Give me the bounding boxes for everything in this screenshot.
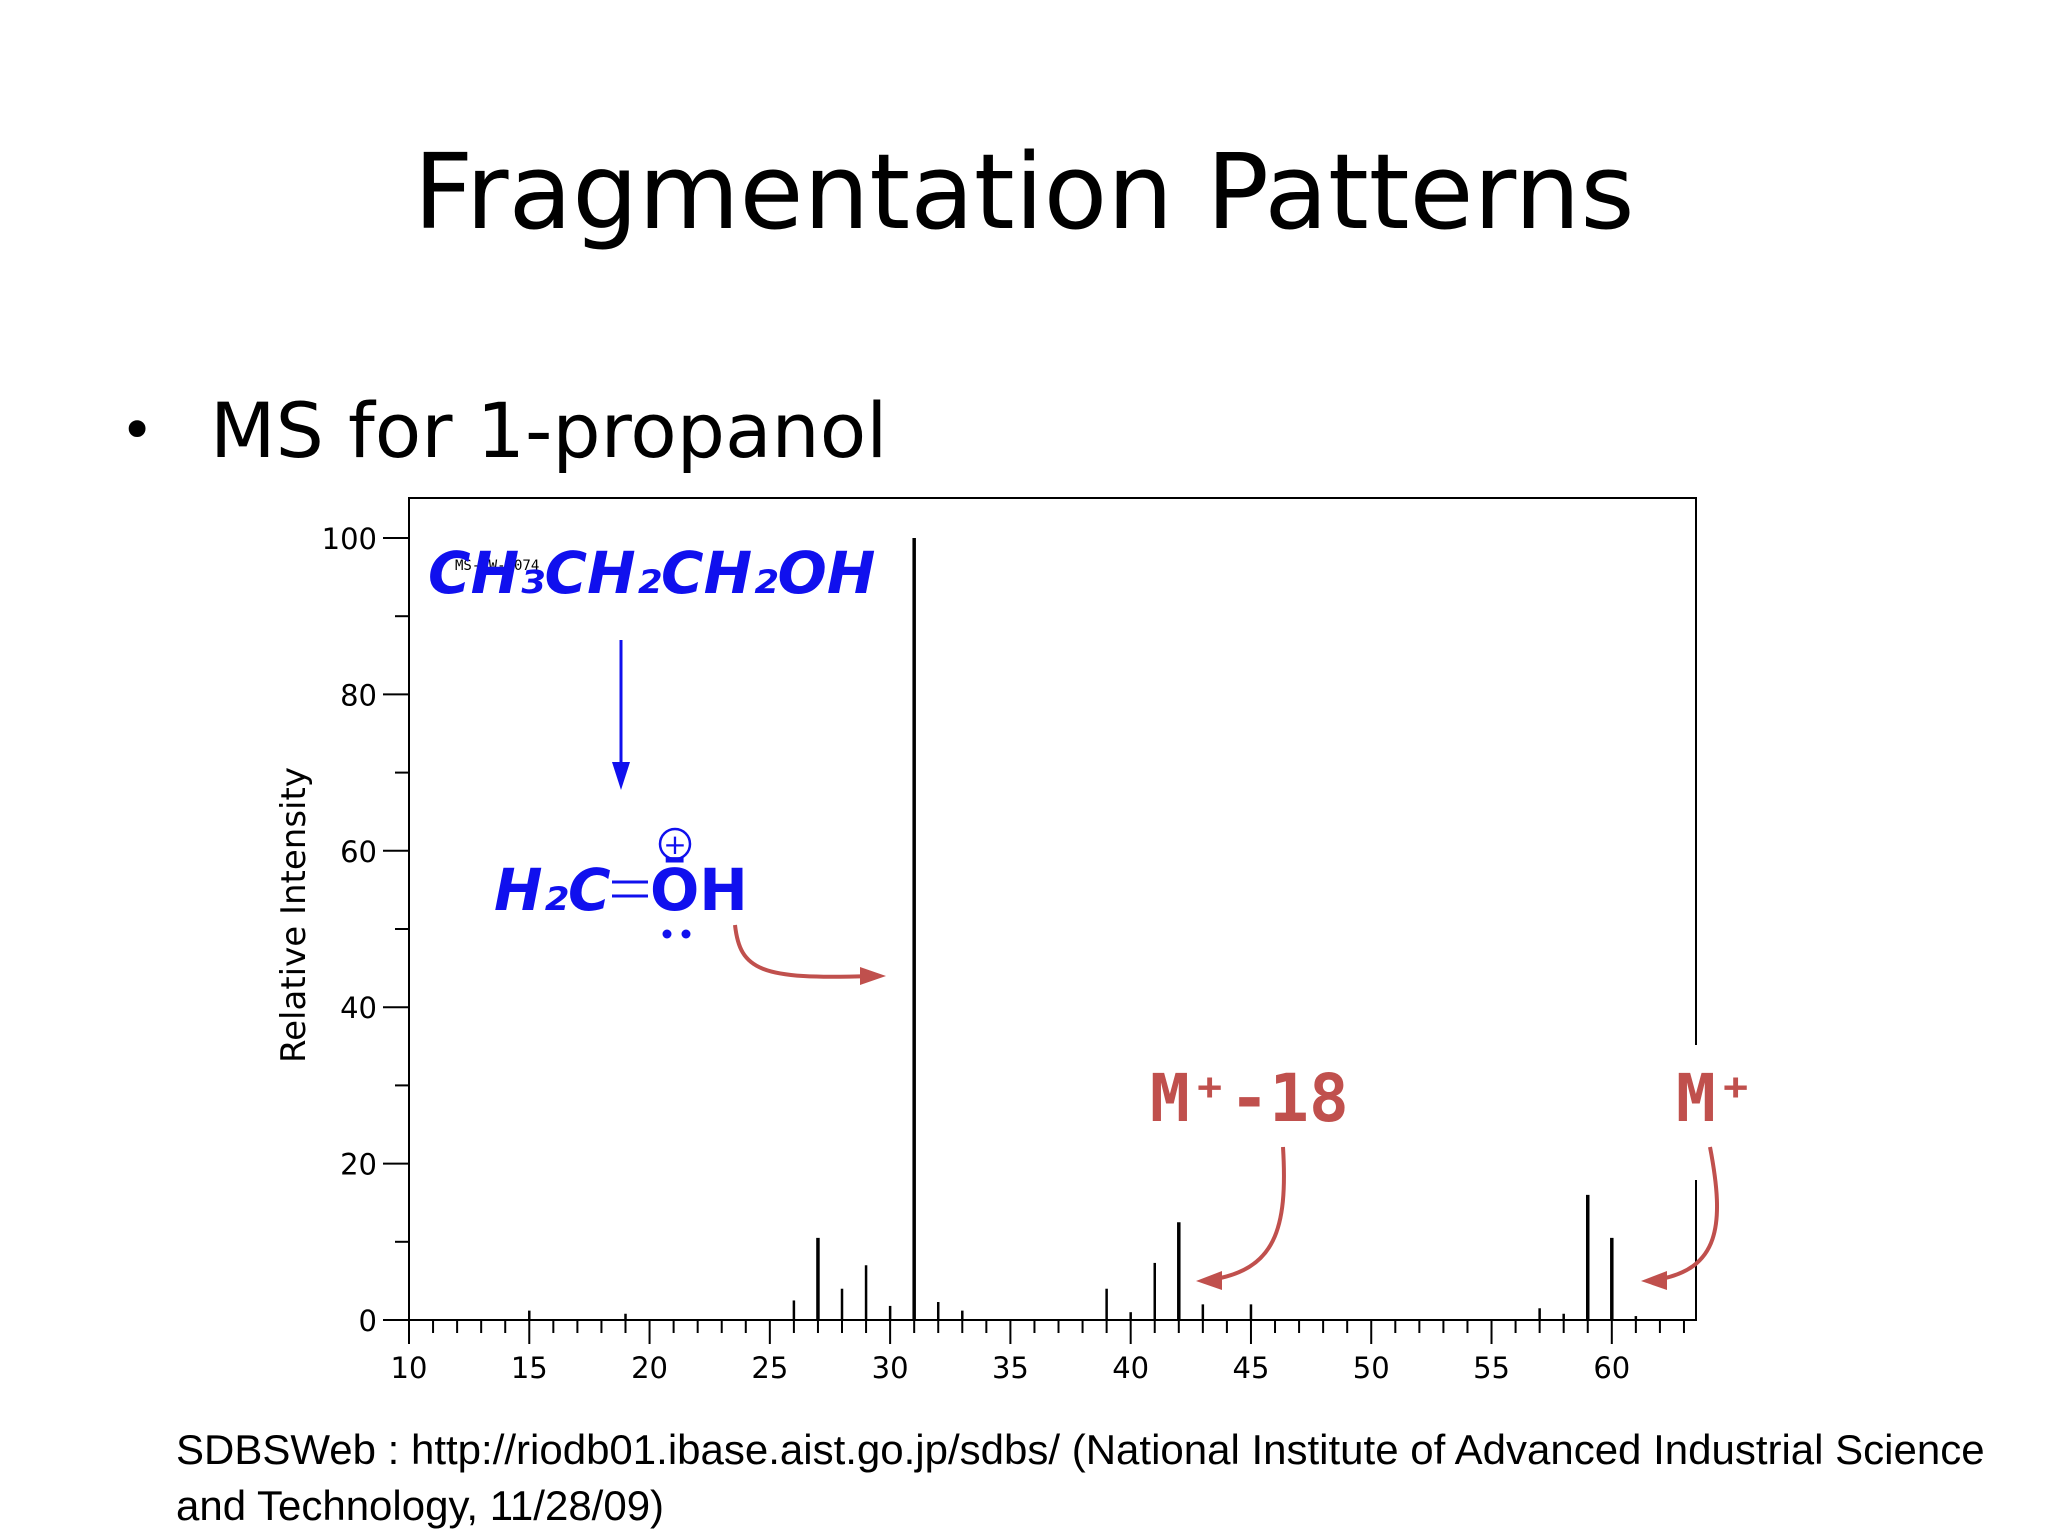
x-tick-label: 10 [391, 1351, 428, 1385]
spectrum-code-label: MS-NW-1074 [455, 558, 539, 574]
bullet-text: MS for 1-propanol [210, 385, 888, 475]
slide-title: Fragmentation Patterns [413, 131, 1635, 253]
y-tick-label: 0 [359, 1304, 377, 1338]
x-tick-label: 55 [1473, 1351, 1510, 1385]
base-peak-callout-arrow [733, 924, 871, 979]
x-tick-label: 45 [1233, 1351, 1270, 1385]
molecular-ion-callout-arrow-head-icon [1641, 1271, 1667, 1290]
bullet-icon: • [120, 396, 155, 464]
annotation-backdrop-molecular-ion [1666, 1045, 1776, 1180]
source-citation: SDBSWeb : http://riodb01.ibase.aist.go.j… [176, 1426, 1985, 1529]
fragment-formula-left: H₂C [494, 856, 611, 924]
x-tick-label: 35 [992, 1351, 1029, 1385]
bullet-item: • MS for 1-propanol [120, 385, 887, 475]
x-tick-label: 30 [872, 1351, 909, 1385]
fragment-formula-right: ŌH [650, 856, 748, 924]
x-tick-label: 15 [511, 1351, 548, 1385]
base-peak-callout-arrow-head-icon [860, 967, 886, 985]
m-minus-18-label: M⁺-18 [1150, 1060, 1349, 1137]
y-axis-title: Relative Intensity [274, 767, 314, 1063]
y-axis: 0 20 40 60 80 100 [322, 522, 409, 1338]
reaction-arrow-head-icon [612, 762, 630, 790]
y-tick-label: 60 [340, 835, 377, 869]
x-tick-label: 20 [631, 1351, 668, 1385]
lone-pair-dot-right [681, 929, 691, 939]
positive-charge-sign: + [663, 828, 686, 861]
lone-pair-dot-left [662, 929, 672, 939]
positive-charge-icon [658, 827, 692, 861]
x-tick-label: 60 [1593, 1351, 1630, 1385]
x-tick-label: 50 [1353, 1351, 1390, 1385]
m-minus-18-callout-arrow [1209, 1146, 1286, 1282]
y-tick-label: 40 [340, 991, 377, 1025]
y-tick-label: 80 [340, 678, 377, 712]
x-tick-label: 25 [751, 1351, 788, 1385]
annotation-backdrop [1140, 1060, 1380, 1160]
y-tick-label: 100 [322, 522, 377, 556]
molecular-ion-label: M⁺ [1676, 1060, 1755, 1137]
spectrum-peaks [528, 538, 1638, 1320]
y-tick-label: 20 [340, 1148, 377, 1182]
x-tick-label: 40 [1112, 1351, 1149, 1385]
reactant-formula: CH₃CH₂CH₂OH [428, 539, 875, 607]
m-minus-18-callout-arrow-head-icon [1196, 1271, 1222, 1290]
molecular-ion-callout-arrow [1654, 1146, 1720, 1282]
x-axis: 10 15 20 25 30 35 40 45 50 55 60 [391, 1320, 1685, 1385]
